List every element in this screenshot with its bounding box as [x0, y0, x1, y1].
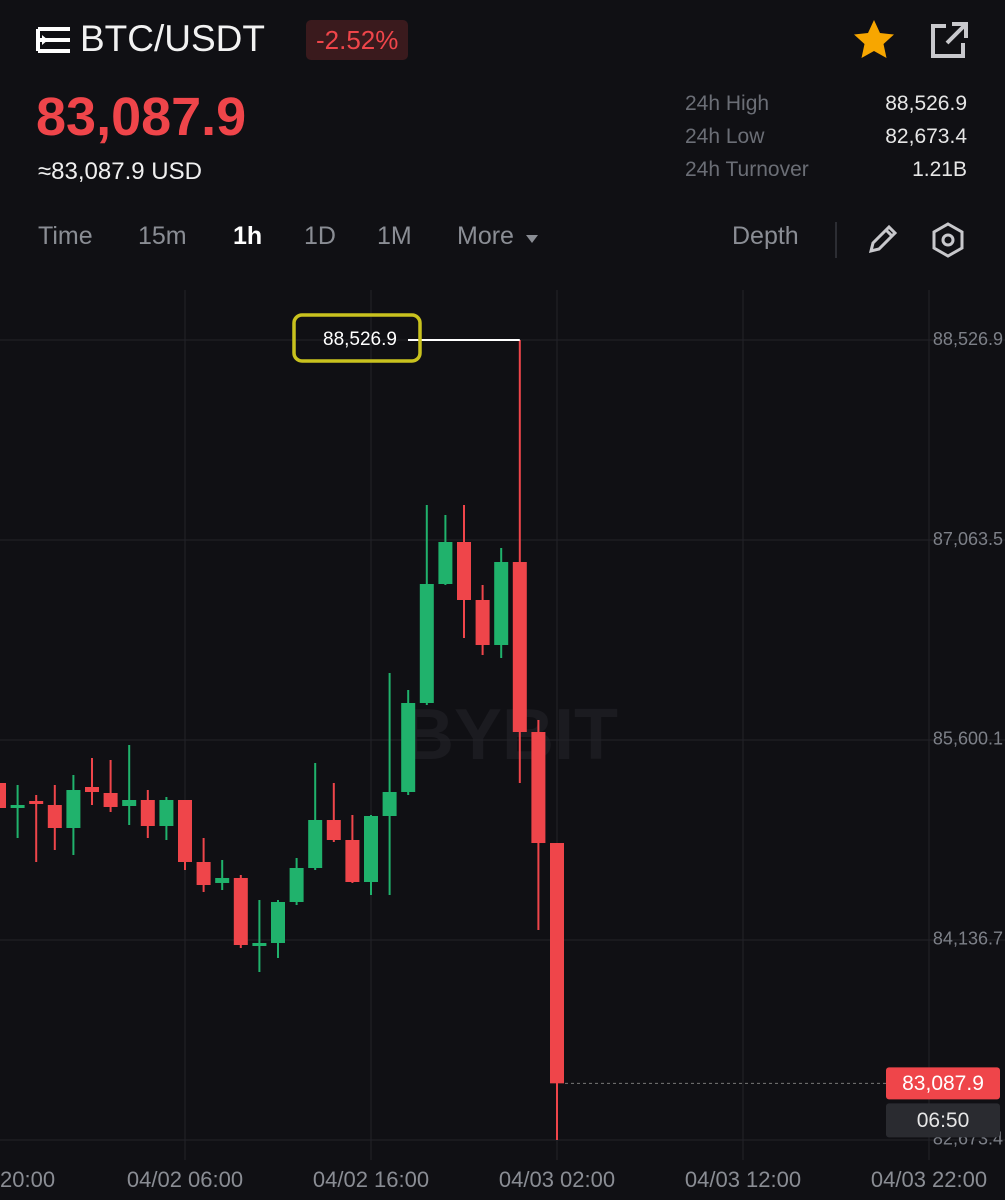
candle-body — [271, 902, 285, 944]
stat-label: 24h Low — [685, 125, 765, 148]
y-tick-label: 88,526.9 — [933, 329, 1003, 349]
tab[interactable]: More — [457, 222, 514, 250]
candle-body — [531, 732, 546, 844]
highlight-circle — [292, 313, 422, 363]
countdown-tag — [886, 1103, 1000, 1138]
candle-body — [494, 562, 509, 646]
divider — [835, 222, 837, 258]
candle-body — [178, 799, 192, 863]
candle-body — [140, 799, 155, 827]
symbol[interactable]: BTC/USDT — [80, 18, 265, 59]
tab[interactable]: Time — [38, 222, 93, 250]
draw-icon[interactable] — [866, 222, 900, 256]
settings-icon[interactable] — [930, 222, 966, 258]
last-price-label: 83,087.9 — [902, 1072, 984, 1095]
watermark: BYBIT — [402, 695, 618, 775]
candle-body — [66, 790, 81, 828]
candle-body — [215, 877, 230, 883]
menu-icon[interactable] — [36, 26, 72, 54]
candle-body — [550, 843, 564, 1084]
candle-body — [401, 703, 416, 793]
last-price-tag — [886, 1067, 1000, 1100]
stat-label: 24h Turnover — [685, 158, 809, 181]
share-icon[interactable] — [928, 20, 970, 60]
candle-body — [196, 862, 211, 886]
candle-body — [382, 792, 397, 816]
x-tick-label: 04/02 16:00 — [313, 1167, 429, 1192]
x-tick-label: 04/02 06:00 — [127, 1167, 243, 1192]
last-price: 83,087.9 — [36, 87, 247, 147]
candle-body — [47, 804, 62, 828]
stat-value: 82,673.4 — [885, 125, 967, 148]
x-tick-label: 04/03 12:00 — [685, 1167, 801, 1192]
candle-body — [289, 868, 304, 903]
candle-body — [364, 815, 378, 882]
candle-body — [419, 583, 434, 704]
candle-body — [10, 804, 25, 809]
stat-value: 1.21B — [912, 158, 967, 181]
candle-body — [233, 877, 248, 945]
x-tick-label: 04/03 02:00 — [499, 1167, 615, 1192]
candle-body — [457, 541, 471, 600]
candle-body — [122, 799, 137, 806]
candle-body — [252, 943, 267, 946]
candle-body — [345, 839, 360, 882]
usd-price: ≈83,087.9 USD — [38, 158, 202, 185]
y-tick-label: 84,136.7 — [933, 929, 1003, 949]
tab[interactable]: 15m — [138, 222, 187, 250]
max-label: 88,526.9 — [323, 329, 397, 350]
x-tick-label: 20:00 — [0, 1167, 55, 1192]
x-tick-label: 04/03 22:00 — [871, 1167, 987, 1192]
tab[interactable]: 1D — [304, 222, 336, 250]
candle-body — [29, 800, 44, 804]
candle-body — [475, 599, 490, 646]
candle-body — [85, 786, 99, 793]
change-badge: -2.52% — [306, 20, 409, 60]
candle-body — [512, 562, 527, 733]
dropdown-arrow[interactable] — [525, 234, 539, 244]
tab-active[interactable]: 1h — [233, 222, 263, 250]
favorite-star[interactable] — [852, 18, 896, 60]
candle-body — [438, 541, 453, 584]
candle-body — [159, 799, 174, 827]
candle-body — [326, 820, 341, 840]
candle-body — [103, 792, 118, 807]
tab[interactable]: 1M — [377, 222, 412, 250]
countdown: 06:50 — [917, 1109, 970, 1132]
candle-body — [308, 820, 323, 869]
candle-body — [0, 782, 6, 809]
y-tick-label: 87,063.5 — [933, 529, 1003, 549]
depth-tab[interactable]: Depth — [732, 222, 799, 250]
y-tick-label: 85,600.1 — [933, 729, 1003, 749]
stat-value: 88,526.9 — [885, 92, 967, 115]
stat-label: 24h High — [685, 92, 770, 115]
